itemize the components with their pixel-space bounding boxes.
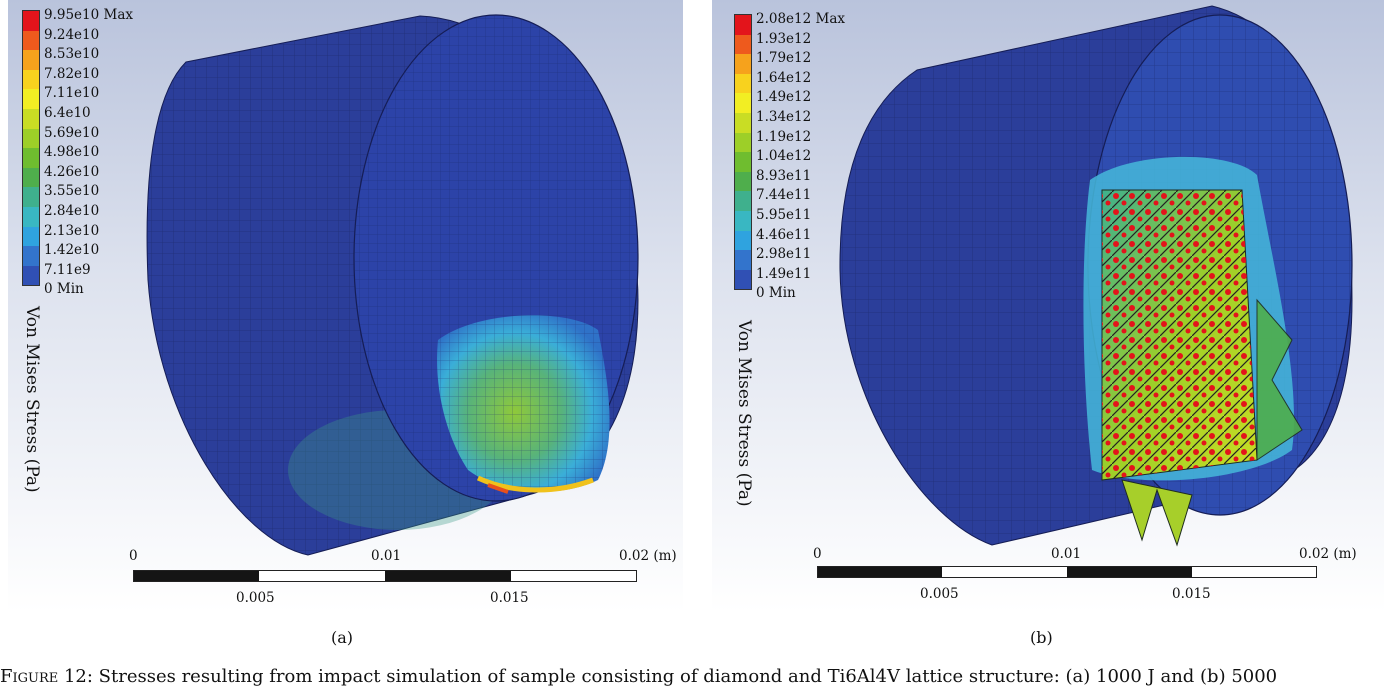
subfigure-label-a: (a) [331,628,354,647]
legend-label: 9.95e10 Max [44,7,134,23]
scale-label: 0.015 [490,590,529,606]
scale-label: 0.005 [236,590,275,606]
legend-label: 1.04e12 [756,148,812,165]
legend-label: 3.55e10 [44,183,100,200]
legend-label: 7.82e10 [44,65,100,82]
legend-swatch [735,15,751,35]
legend-swatch [735,112,751,133]
caption-text: Stresses resulting from impact simulatio… [98,666,1278,687]
legend-swatch [23,50,39,70]
legend-label: 4.26e10 [44,163,100,180]
legend-label: 4.46e11 [756,226,812,243]
legend-label: 1.79e12 [756,50,812,67]
caption-prefix: Figure 12: [0,666,93,687]
legend-label: 4.98e10 [44,144,100,161]
subfigure-label-b: (b) [1030,628,1053,647]
legend-swatch [23,265,39,286]
legend-label: 2.84e10 [44,203,100,219]
legend-swatch [23,226,39,247]
legend-label: 8.93e11 [756,167,812,184]
legend-label: 1.34e12 [756,109,812,125]
figure-caption: Figure 12: Stresses resulting from impac… [0,666,1384,687]
cylinder-mesh-b [839,5,1353,547]
color-bar-a [22,10,40,287]
color-bar-b [734,14,752,291]
legend-swatch [23,148,39,168]
scale-label: 0.02 (m) [619,548,677,564]
legend-label: 1.49e11 [756,265,812,282]
legend-swatch [23,206,39,227]
legend-swatch [735,269,751,290]
legend-label: 0 Min [44,281,84,298]
scale-label: 0 [129,548,138,564]
scale-label: 0 [813,546,822,562]
legend-swatch [23,246,39,266]
legend-label: 7.44e11 [756,187,812,204]
legend-swatch [23,89,39,109]
legend-swatch [735,54,751,74]
scale-label: 0.005 [920,586,959,602]
scale-label: 0.015 [1172,586,1211,602]
legend-swatch [735,132,751,153]
legend-swatch [23,69,39,90]
legend-label: 1.64e12 [756,69,812,86]
legend-swatch [735,210,751,231]
legend-title: Von Mises Stress (Pa) [734,320,754,507]
scale-label: 0.01 [371,548,402,564]
legend-swatch [23,11,39,31]
legend-label: 2.08e12 Max [756,11,846,27]
scale-label: 0.01 [1051,546,1082,562]
legend-swatch [23,108,39,129]
legend-swatch [735,73,751,94]
scale-label: 0.02 (m) [1299,546,1357,562]
legend-swatch [23,30,39,51]
legend-label: 7.11e10 [44,85,100,102]
panel-a: 9.95e10 Max 9.24e10 8.53e10 7.82e10 7.11… [8,0,683,612]
legend-label: 1.49e12 [756,89,812,106]
legend-swatch [23,167,39,188]
legend-swatch [735,152,751,172]
cylinder-mesh-a [146,14,639,556]
scale-track [817,566,1317,578]
legend-label: 9.24e10 [44,26,100,43]
legend-label: 6.4e10 [44,105,91,121]
legend-swatch [735,191,751,211]
scale-track [133,570,637,582]
legend-swatch [735,230,751,251]
legend-label: 2.13e10 [44,222,100,239]
legend-label: 8.53e10 [44,46,100,63]
legend-label: 1.93e12 [756,30,812,47]
legend-title: Von Mises Stress (Pa) [22,306,42,493]
legend-swatch [23,187,39,207]
legend-swatch [735,93,751,113]
legend-swatch [735,250,751,270]
legend-swatch [735,34,751,55]
legend-swatch [23,128,39,149]
panel-b: 2.08e12 Max 1.93e12 1.79e12 1.64e12 1.49… [712,0,1384,612]
legend-label: 5.69e10 [44,124,100,141]
legend-label: 1.19e12 [756,128,812,145]
legend-label: 2.98e11 [756,246,812,263]
legend-label: 1.42e10 [44,242,100,259]
legend-label: 5.95e11 [756,207,812,223]
legend-label: 0 Min [756,285,796,302]
legend-label: 7.11e9 [44,261,91,278]
legend-swatch [735,171,751,192]
